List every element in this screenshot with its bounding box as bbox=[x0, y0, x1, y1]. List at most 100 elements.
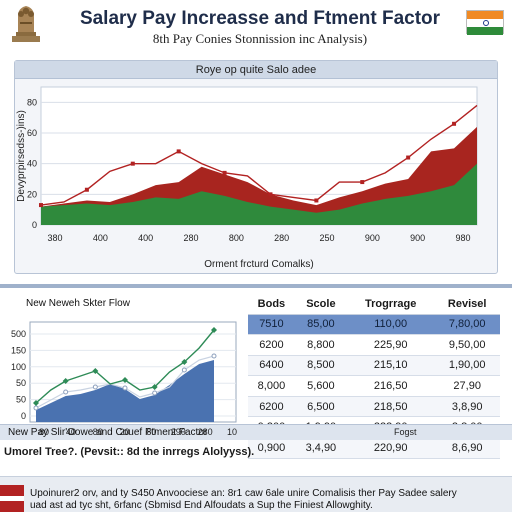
table-cell: 6400 bbox=[248, 355, 295, 377]
table-cell: 9,50,00 bbox=[434, 334, 500, 356]
blue-area-series bbox=[36, 360, 214, 422]
table-cell: 225,90 bbox=[346, 334, 435, 356]
x-tick-label: 280 bbox=[274, 233, 289, 243]
x-tick-label: 250 bbox=[319, 233, 334, 243]
trend-point bbox=[360, 180, 365, 185]
x-tick-label: 80 bbox=[92, 427, 103, 437]
x-tick-label: 20 bbox=[119, 427, 130, 437]
table-cell: 5,600 bbox=[294, 375, 347, 397]
trend-point bbox=[452, 121, 457, 126]
trend-point bbox=[268, 192, 273, 197]
table-header-cell: Revisel bbox=[434, 294, 500, 315]
trend-point bbox=[130, 161, 135, 166]
y-tick-label: 60 bbox=[27, 128, 37, 138]
trend-line-series bbox=[40, 104, 478, 206]
y-tick-label: 50 bbox=[16, 395, 26, 405]
table-cell: 27,90 bbox=[434, 375, 500, 397]
x-tick-label: 80 bbox=[146, 427, 157, 437]
gray-point bbox=[33, 405, 39, 411]
y-tick-label: 500 bbox=[11, 329, 26, 339]
table-cell: 216,50 bbox=[346, 375, 435, 397]
table-row: 7510 85,00 110,00 7,80,00 bbox=[248, 314, 500, 336]
table-cell: 220,90 bbox=[346, 437, 435, 459]
table-cell: 215,10 bbox=[346, 355, 435, 377]
table-row: 6200 8,800 225,90 9,50,00 bbox=[248, 334, 500, 356]
y-tick-label: 100 bbox=[11, 362, 26, 372]
table-header-cell: Bods bbox=[248, 294, 295, 315]
trend-point bbox=[406, 155, 411, 160]
x-tick-label: 10 bbox=[226, 427, 238, 437]
gray-point bbox=[181, 367, 187, 373]
y-axis-label: Devyprpirsedss-)ins) bbox=[16, 110, 27, 202]
table-cell: 6200 bbox=[248, 334, 295, 356]
india-flag-icon bbox=[466, 10, 504, 35]
green-point bbox=[33, 400, 39, 406]
green-point bbox=[181, 359, 188, 365]
x-tick-label: 900 bbox=[410, 233, 425, 243]
x-tick-label: 400 bbox=[93, 233, 108, 243]
y-tick-label: 80 bbox=[27, 97, 37, 107]
footer-bar bbox=[0, 424, 512, 440]
green-area-series bbox=[41, 163, 477, 225]
gray-point bbox=[152, 390, 158, 396]
trend-point bbox=[176, 149, 181, 154]
table-cell: 85,00 bbox=[294, 314, 347, 336]
y-tick-label: 0 bbox=[32, 220, 37, 230]
green-point bbox=[92, 368, 99, 374]
top-chart-panel: Roye op quite Salo adee 0 20 40 60 80 380 400 4… bbox=[14, 60, 498, 274]
x-tick-label: 400 bbox=[138, 233, 153, 243]
notes-box bbox=[0, 476, 512, 512]
green-point bbox=[122, 377, 128, 383]
x-tick-label: 800 bbox=[229, 233, 244, 243]
green-point bbox=[151, 384, 158, 390]
gray-point bbox=[92, 384, 98, 390]
page-title: Salary Pay Increasse and Ftment Factor bbox=[79, 8, 441, 29]
x-tick-label: 980 bbox=[455, 233, 470, 243]
table-cell: 7,80,00 bbox=[434, 314, 500, 336]
x-tick-label: 80 bbox=[38, 427, 50, 437]
table-cell: 6200 bbox=[248, 396, 295, 418]
table-cell: 0,900 bbox=[248, 437, 295, 459]
green-point bbox=[62, 378, 69, 384]
trend-point bbox=[314, 198, 319, 203]
table-header-cell: Scole bbox=[294, 294, 347, 315]
y-tick-label: 20 bbox=[27, 189, 37, 199]
x-tick-label: 280 bbox=[183, 233, 198, 243]
notes-line: Upoinurer2 orv, and ty S450 Anvoociese a… bbox=[30, 488, 457, 499]
y-tick-label: 40 bbox=[27, 159, 37, 169]
notes-title: Umorel Tree?. (Pevsit:: 8d the inrregs A… bbox=[4, 446, 255, 458]
table-cell: 3,8,90 bbox=[434, 396, 500, 418]
footer-right-label: Fogst bbox=[394, 427, 417, 437]
x-tick-label: 280 bbox=[197, 427, 213, 437]
national-emblem-icon bbox=[12, 6, 40, 42]
table-cell: 7510 bbox=[248, 314, 295, 336]
table-cell: 8,800 bbox=[294, 334, 347, 356]
section-divider bbox=[0, 284, 512, 288]
trend-point bbox=[222, 170, 227, 175]
table-row: 8,000 5,600 216,50 27,90 bbox=[248, 375, 500, 397]
red-flag-icon bbox=[0, 485, 24, 512]
table-row: 0,900 3,4,90 220,90 8,6,90 bbox=[248, 437, 500, 459]
trend-point bbox=[39, 203, 43, 208]
green-point bbox=[211, 327, 217, 333]
y-tick-label: 50 bbox=[16, 378, 26, 388]
x-axis-label: Orment frcturd Comalks) bbox=[204, 259, 313, 270]
data-table: Bods Scole Trogrrage Revisel 7510 85,00 … bbox=[248, 294, 500, 459]
x-tick-label: 40 bbox=[65, 427, 76, 437]
gray-point bbox=[211, 353, 217, 359]
x-tick-label: 290 bbox=[170, 427, 186, 437]
table-cell: 3,4,90 bbox=[294, 437, 347, 459]
trend-point bbox=[84, 187, 89, 192]
table-row: 6400 8,500 215,10 1,90,00 bbox=[248, 355, 500, 377]
table-header-cell: Trogrrage bbox=[346, 294, 435, 315]
top-chart-header: Roye op quite Salo adee bbox=[15, 61, 497, 79]
x-tick-label: 380 bbox=[47, 233, 62, 243]
page-subtitle: 8th Pay Conies Stonnission inc Analysis) bbox=[152, 31, 368, 46]
table-cell: 218,50 bbox=[346, 396, 435, 418]
table-cell: 6,500 bbox=[294, 396, 347, 418]
y-tick-label: 150 bbox=[11, 345, 26, 355]
notes-line: uad ast ad tyc sht, 6rfanc (Sbmisd End A… bbox=[30, 500, 373, 511]
top-area-chart: 0 20 40 60 80 380 400 400 280 800 280 250 900 900 980 O… bbox=[16, 86, 478, 270]
bottom-chart-title: New Neweh Skter Flow bbox=[26, 298, 130, 309]
